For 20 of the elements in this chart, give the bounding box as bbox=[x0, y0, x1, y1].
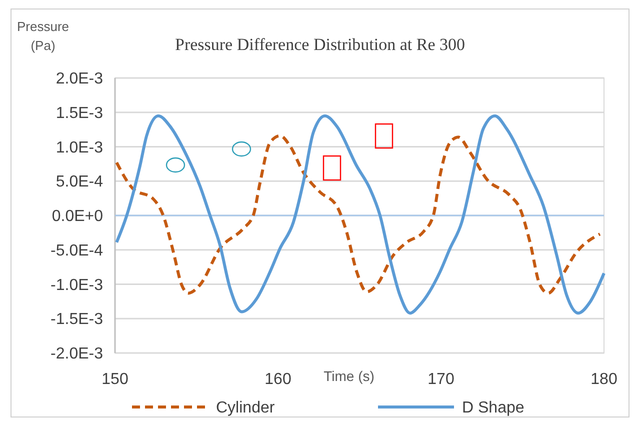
x-axis-title: Time (s) bbox=[324, 368, 374, 384]
x-tick-label: 180 bbox=[590, 371, 618, 388]
y-tick-label: 1.0E-3 bbox=[56, 139, 104, 156]
line-series bbox=[115, 114, 606, 315]
x-tick-label: 170 bbox=[428, 371, 454, 388]
y-tick-label: 2.0E-3 bbox=[56, 70, 104, 88]
legend-label: D Shape bbox=[462, 400, 524, 417]
line-series bbox=[115, 134, 602, 295]
y-tick-label: -1.0E-3 bbox=[50, 276, 104, 294]
y-axis-title: Pressure (Pa) bbox=[16, 19, 70, 53]
y-tick-label: 1.5E-3 bbox=[56, 104, 104, 122]
y-tick-label: -2.0E-3 bbox=[50, 346, 104, 363]
y-tick-label: -5.0E-4 bbox=[50, 242, 104, 260]
x-tick-label: 150 bbox=[102, 371, 128, 388]
y-tick-label: 0.0E+0 bbox=[52, 208, 104, 226]
x-tick-label: 160 bbox=[264, 371, 292, 388]
y-tick-label: -1.5E-3 bbox=[50, 311, 104, 328]
legend-label: Cylinder bbox=[216, 400, 276, 417]
chart-title: Pressure Difference Distribution at Re 300 bbox=[174, 35, 466, 54]
y-tick-label: 5.0E-4 bbox=[56, 174, 104, 191]
